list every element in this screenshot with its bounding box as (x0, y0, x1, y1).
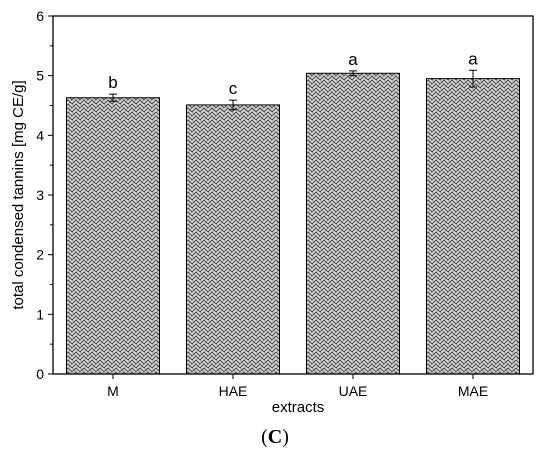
error-bar-mae (469, 69, 477, 88)
y-tick-label: 6 (36, 8, 44, 24)
y-tick-label: 0 (36, 366, 44, 382)
y-axis-title: total condensed tannins [mg CE/g] (10, 80, 27, 309)
error-bars-layer (109, 69, 477, 111)
significance-letter-hae: c (229, 79, 238, 98)
panel-label: (C) (261, 426, 289, 448)
x-axis: M HAE UAE MAE (107, 374, 488, 399)
x-tick-label-m: M (107, 383, 119, 399)
bar-hae (186, 104, 280, 375)
y-axis: 0 1 2 3 4 5 6 (36, 8, 53, 382)
x-tick-label-mae: MAE (458, 383, 488, 399)
x-tick-label-uae: UAE (339, 383, 368, 399)
y-tick-label: 4 (36, 127, 44, 143)
bars-layer (66, 72, 520, 375)
error-bar-uae (349, 70, 357, 77)
error-bar-m (109, 93, 117, 102)
y-tick-label: 1 (36, 306, 44, 322)
significance-letters-layer: b c a a (108, 49, 478, 98)
bar-mae (426, 78, 520, 375)
y-tick-label: 3 (36, 187, 44, 203)
y-tick-label: 5 (36, 68, 44, 84)
error-bar-hae (229, 99, 237, 111)
significance-letter-m: b (108, 73, 117, 92)
y-tick-label: 2 (36, 247, 44, 263)
x-axis-title: extracts (272, 399, 325, 416)
panel-label-close: ) (282, 426, 289, 448)
x-tick-label-hae: HAE (219, 383, 248, 399)
significance-letter-uae: a (348, 50, 358, 69)
panel-label-letter: C (268, 426, 282, 448)
bar-uae (306, 72, 400, 375)
bar-m (66, 97, 160, 375)
panel-label-open: ( (261, 426, 268, 448)
significance-letter-mae: a (468, 49, 478, 68)
